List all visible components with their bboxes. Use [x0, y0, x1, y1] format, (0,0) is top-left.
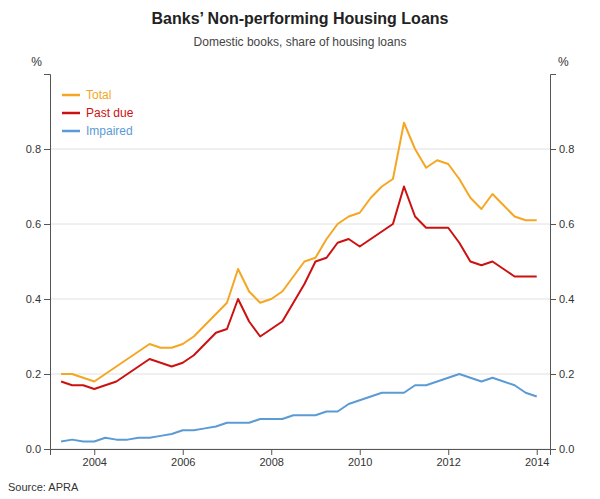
tick-label: 0.4 — [26, 293, 41, 305]
series-line — [61, 187, 537, 390]
background — [0, 0, 600, 499]
tick-mark — [550, 224, 556, 225]
x-axis-line — [51, 450, 551, 456]
tick-label: 0.2 — [26, 368, 41, 380]
tick-mark — [44, 374, 50, 375]
tick-mark — [550, 149, 556, 150]
tick: 0.6 — [26, 218, 50, 230]
legend-label: Past due — [86, 106, 134, 120]
grid-line — [50, 149, 550, 150]
tick-label: 0.6 — [559, 218, 574, 230]
tick-label: 0.8 — [26, 143, 41, 155]
legend-swatch — [62, 112, 80, 115]
tick-label: 2012 — [436, 456, 460, 468]
tick-mark — [550, 449, 556, 450]
grid — [50, 149, 550, 449]
tick-label: 2004 — [83, 456, 107, 468]
tick-mark — [44, 149, 50, 150]
plot: 2004200620082010201220140.00.20.40.60.80… — [26, 75, 575, 468]
y2-axis-label: % — [558, 55, 569, 69]
tick-mark — [44, 224, 50, 225]
tick: 0.4 — [26, 293, 50, 305]
tick: 0.0 — [26, 443, 50, 455]
x-axis: 2004 2006 2008 2010 2012 2014 — [51, 449, 551, 468]
grid-line — [50, 224, 550, 225]
tick-mark — [44, 299, 50, 300]
tick-mark — [537, 449, 538, 455]
lines — [61, 123, 537, 442]
tick-label: 2010 — [348, 456, 372, 468]
tick-mark — [271, 449, 272, 455]
tick-mark — [94, 449, 95, 455]
tick-label: 0.6 — [26, 218, 41, 230]
tick-label: 0.4 — [559, 293, 574, 305]
subtitle: Domestic books, share of housing loans — [194, 35, 407, 49]
tick: 2010 — [348, 449, 372, 468]
legend-swatch — [62, 94, 80, 97]
tick: 0.0 — [550, 443, 574, 455]
tick: 0.6 — [550, 218, 574, 230]
y2-axis-line — [551, 75, 557, 450]
y-axis-line — [44, 75, 51, 450]
tick-label: 2006 — [171, 456, 195, 468]
tick-label: 0.2 — [559, 368, 574, 380]
tick-mark — [550, 374, 556, 375]
tick-mark — [360, 449, 361, 455]
tick-mark — [183, 449, 184, 455]
tick: 0.2 — [550, 368, 574, 380]
y2-axis: 0.0 0.2 0.4 0.6 0.8 — [550, 75, 574, 456]
tick: 2012 — [436, 449, 460, 468]
series-line — [61, 374, 537, 442]
legend-entry: Total — [62, 88, 111, 102]
tick-label: 0.8 — [559, 143, 574, 155]
source: Source: APRA — [8, 481, 79, 493]
title: Banks’ Non-performing Housing Loans — [152, 10, 449, 27]
legend-swatch — [62, 130, 80, 133]
tick: 0.8 — [26, 143, 50, 155]
y-axis-label: % — [31, 55, 42, 69]
legend-label: Impaired — [86, 124, 133, 138]
tick: 2006 — [171, 449, 195, 468]
y-axis: 0.0 0.2 0.4 0.6 0.8 — [26, 75, 51, 456]
grid-line — [50, 374, 550, 375]
legend-entry: Impaired — [62, 124, 133, 138]
tick: 2008 — [259, 449, 283, 468]
grid-line — [50, 299, 550, 300]
tick: 0.2 — [26, 368, 50, 380]
legend-entry: Past due — [62, 106, 134, 120]
tick: 0.4 — [550, 293, 574, 305]
tick-label: 0.0 — [559, 443, 574, 455]
tick-label: 0.0 — [26, 443, 41, 455]
tick-mark — [448, 449, 449, 455]
tick: 0.8 — [550, 143, 574, 155]
tick-label: 2008 — [259, 456, 283, 468]
legend-label: Total — [86, 88, 111, 102]
tick-mark — [44, 449, 50, 450]
chart: Banks’ Non-performing Housing Loans Domes… — [0, 0, 600, 499]
tick: 2014 — [525, 449, 549, 468]
tick-mark — [550, 299, 556, 300]
tick: 2004 — [83, 449, 107, 468]
tick-label: 2014 — [525, 456, 549, 468]
legend: Total Past due Impaired — [62, 88, 134, 138]
